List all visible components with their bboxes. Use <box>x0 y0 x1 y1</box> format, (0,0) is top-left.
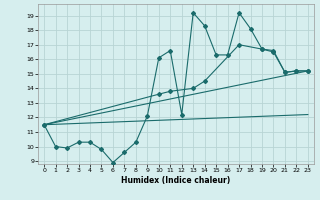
X-axis label: Humidex (Indice chaleur): Humidex (Indice chaleur) <box>121 176 231 185</box>
